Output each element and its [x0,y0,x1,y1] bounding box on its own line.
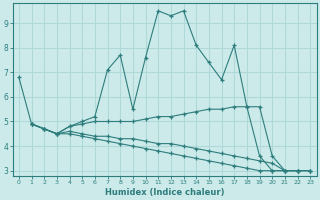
X-axis label: Humidex (Indice chaleur): Humidex (Indice chaleur) [105,188,224,197]
